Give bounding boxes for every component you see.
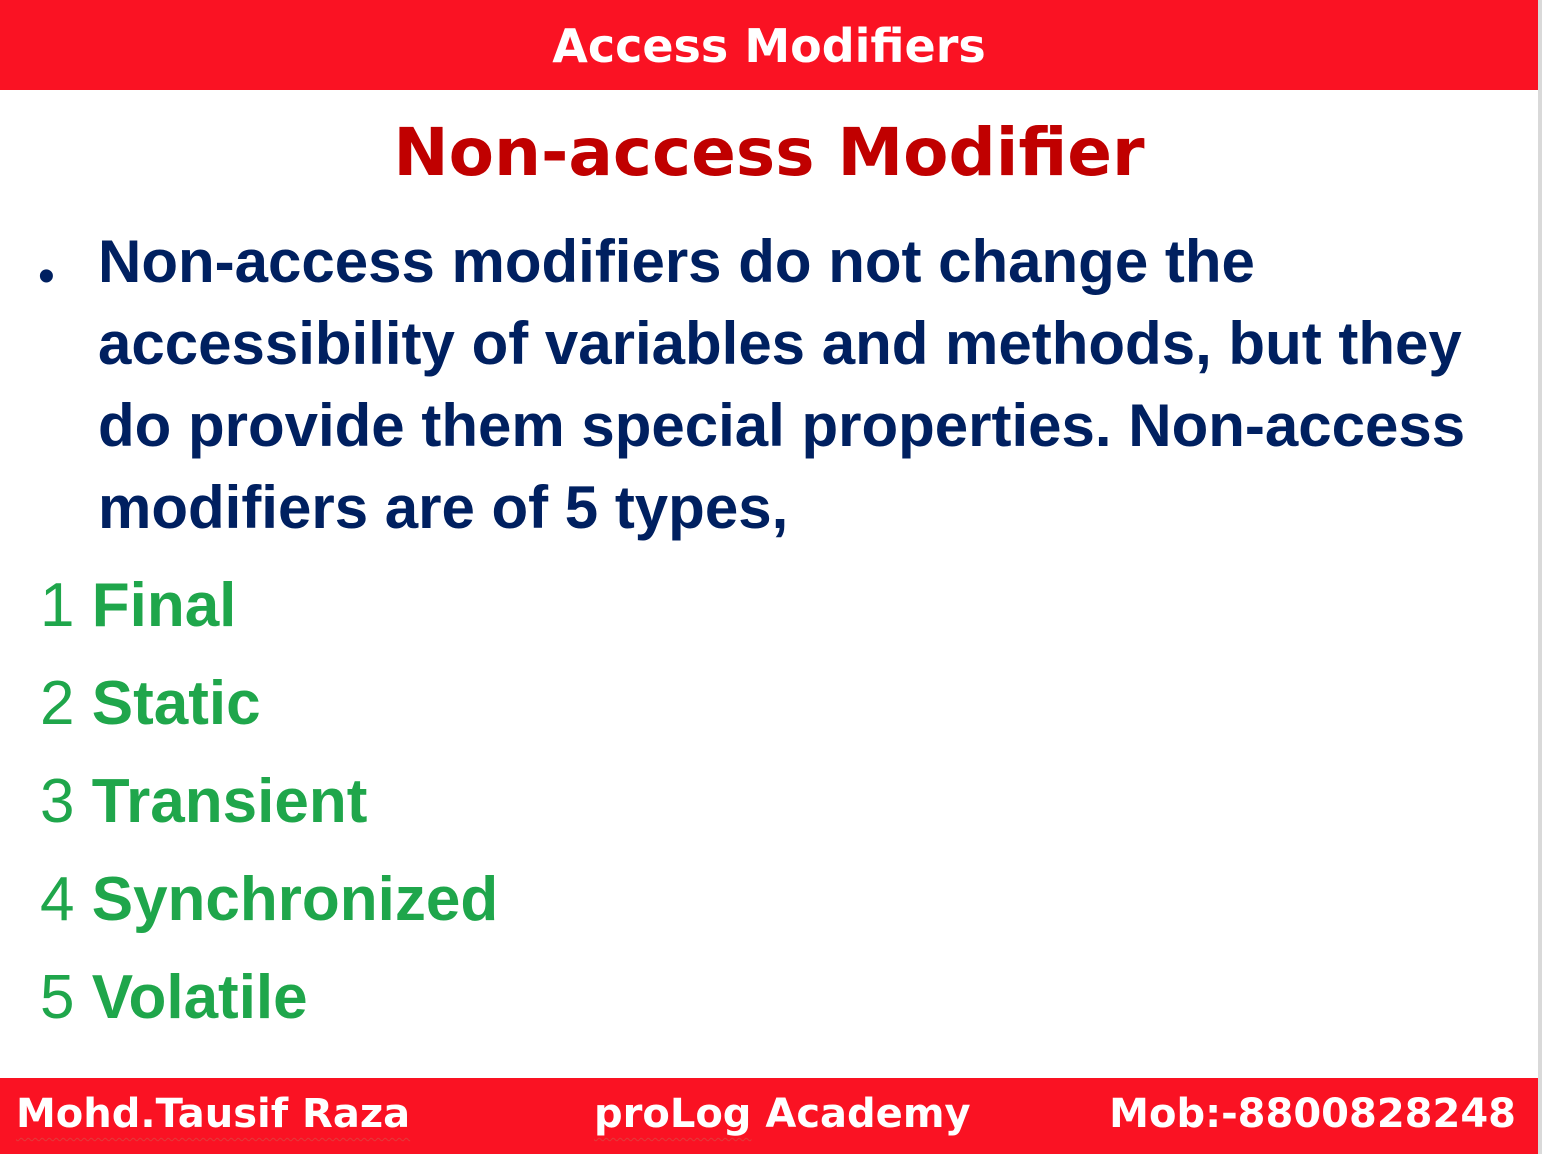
- list-item-number: 3: [40, 767, 75, 836]
- list-item: 4 Synchronized: [40, 860, 498, 958]
- list-item-label: Final: [91, 571, 237, 640]
- modifier-types-list: 1 Final 2 Static 3 Transient 4 Synchroni…: [40, 566, 498, 1056]
- slide-edge: [1538, 0, 1542, 1154]
- list-item: 3 Transient: [40, 762, 498, 860]
- footer-bar: [0, 1078, 1538, 1154]
- header-title: Access Modifiers: [552, 19, 986, 73]
- list-item-label: Volatile: [91, 963, 308, 1032]
- list-item-number: 1: [40, 571, 75, 640]
- list-item-number: 5: [40, 963, 75, 1032]
- footer-author-name: Mohd.Tausif Raza: [16, 1091, 411, 1137]
- footer-academy-name: proLog: [594, 1091, 752, 1137]
- list-item: 5 Volatile: [40, 958, 498, 1056]
- header-bar: [0, 0, 1538, 90]
- footer-academy-suffix: Academy: [765, 1091, 971, 1137]
- list-item-number: 2: [40, 669, 75, 738]
- list-item-label: Static: [91, 669, 261, 738]
- footer-author: Mohd.Tausif Raza: [16, 1087, 410, 1141]
- slide-title: Non-access Modifier: [393, 114, 1145, 191]
- list-item-label: Synchronized: [91, 865, 499, 934]
- intro-paragraph: Non-access modifiers do not change the a…: [98, 228, 1466, 541]
- bullet-dot-icon: •: [38, 250, 55, 303]
- list-item: 2 Static: [40, 664, 498, 762]
- list-item: 1 Final: [40, 566, 498, 664]
- list-item-label: Transient: [91, 767, 368, 836]
- footer-phone: Mob:-8800828248: [1109, 1091, 1516, 1137]
- list-item-number: 4: [40, 865, 75, 934]
- footer-academy: proLog Academy: [594, 1087, 971, 1141]
